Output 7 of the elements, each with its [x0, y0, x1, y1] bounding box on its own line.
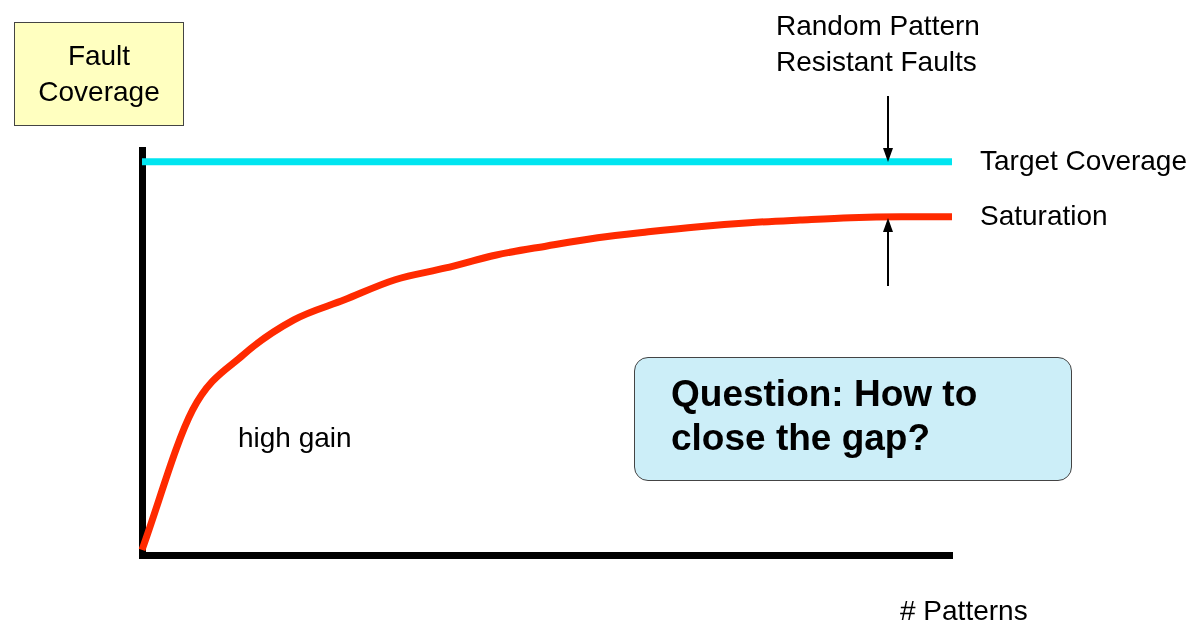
text: Random Pattern Resistant Faults	[776, 9, 981, 79]
series-label: Target Coverage	[980, 144, 1188, 176]
y-axis-title: Fault Coverage	[14, 22, 184, 126]
series-label: Saturation	[980, 199, 1108, 231]
annotation: Question: How to close the gap?	[671, 372, 979, 461]
x-axis-title: # Patterns	[900, 594, 1028, 625]
annotation: high gain	[238, 421, 352, 455]
